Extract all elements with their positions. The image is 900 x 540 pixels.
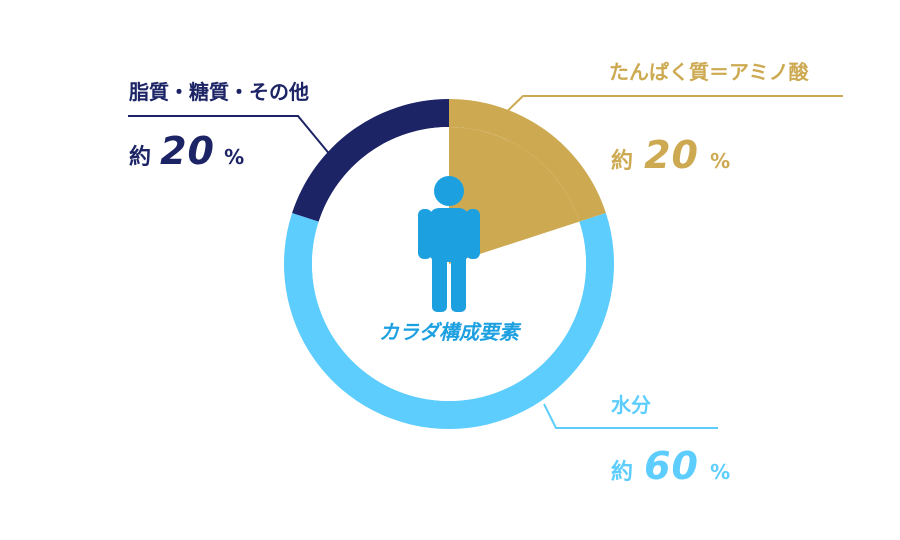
protein-approx: 約 — [611, 148, 633, 174]
person-right-leg — [451, 250, 466, 312]
fat-approx: 約 — [129, 144, 151, 170]
fat-leader-line — [128, 115, 337, 163]
center-title: カラダ構成要素 — [379, 320, 522, 344]
person-right-arm — [466, 209, 480, 259]
protein-slice-inner — [449, 127, 580, 264]
water-value: 約 60 % — [611, 444, 730, 488]
water-name: 水分 — [611, 393, 651, 417]
protein-number: 20 — [644, 133, 699, 177]
water-approx: 約 — [611, 459, 633, 485]
fat-value: 約 20 % — [129, 129, 244, 173]
donut-slices — [284, 99, 614, 430]
water-unit: % — [710, 460, 730, 484]
protein-value: 約 20 % — [611, 133, 730, 177]
protein-leader-line — [495, 95, 843, 123]
person-icon — [418, 176, 480, 312]
protein-unit: % — [710, 149, 730, 173]
person-torso — [429, 208, 469, 262]
person-left-arm — [418, 209, 432, 259]
fat-unit: % — [224, 145, 244, 169]
water-slice — [284, 213, 614, 430]
protein-name: たんぱく質＝アミノ酸 — [609, 60, 810, 84]
fat-name: 脂質・糖質・その他 — [129, 80, 309, 104]
water-leader-line — [543, 403, 718, 429]
person-left-leg — [432, 250, 447, 312]
person-head — [434, 176, 464, 206]
fat-number: 20 — [160, 129, 215, 173]
water-number: 60 — [644, 444, 699, 488]
fat-slice — [292, 99, 449, 222]
